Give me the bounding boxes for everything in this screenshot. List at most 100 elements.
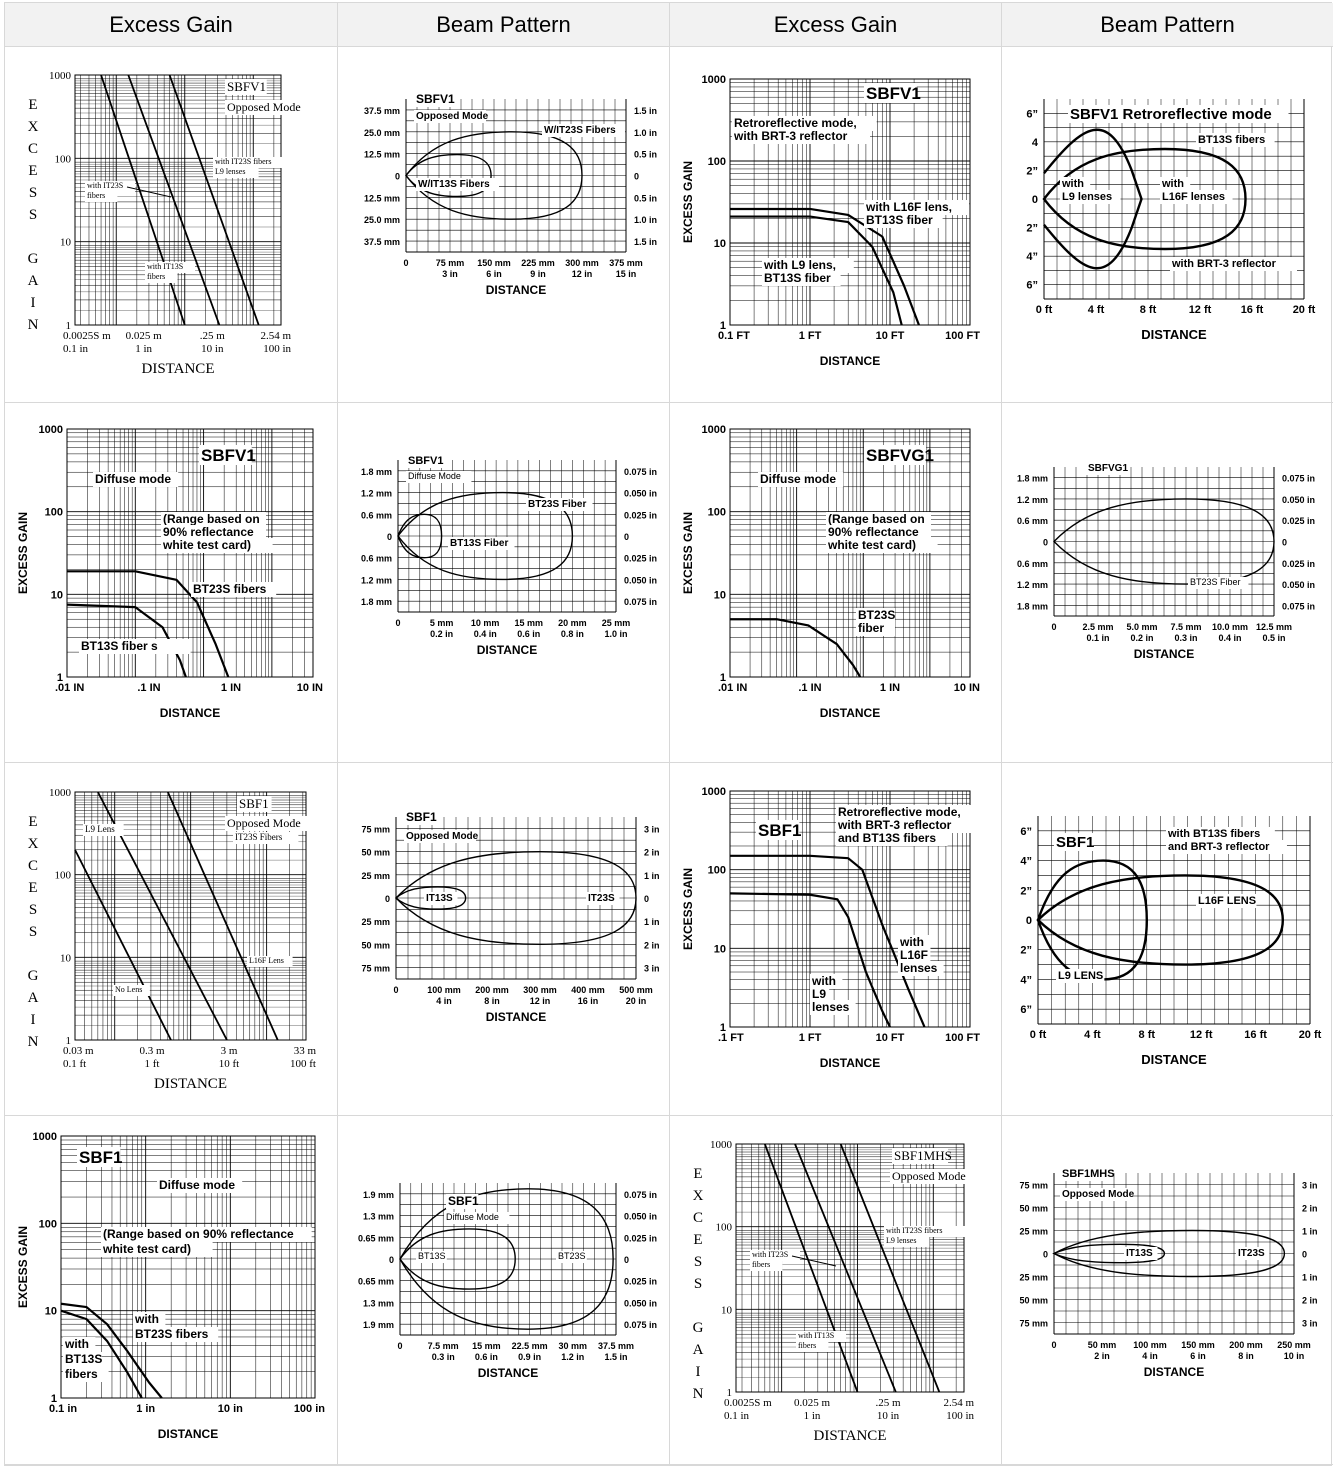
y-tick-label-left: 0 bbox=[389, 1255, 394, 1265]
x-tick-label-secondary: 0.3 in bbox=[1174, 633, 1197, 643]
label-bg bbox=[892, 1148, 949, 1164]
chart-label: L16F LENS bbox=[1198, 895, 1256, 907]
y-tick-label-right: 0.050 in bbox=[624, 1212, 657, 1222]
x-tick-label: 8 ft bbox=[1139, 1029, 1156, 1041]
x-tick-label-secondary: 1 ft bbox=[145, 1058, 160, 1070]
label-bg bbox=[732, 116, 877, 131]
series-line-0 bbox=[730, 618, 862, 678]
chart-label: BT13S fiber bbox=[764, 271, 831, 285]
label-bg bbox=[133, 1327, 219, 1342]
x-tick-label: 25 mm bbox=[602, 618, 631, 628]
label-bg bbox=[884, 1226, 965, 1237]
label-bg bbox=[836, 818, 974, 833]
y-axis-label-letter: A bbox=[28, 273, 39, 289]
chart-cell-r2c1: 75 mm 50 mm 25 mm 0 25 mm 50 mm 75 mm 3 in 2 in 1… bbox=[338, 763, 670, 1116]
y-axis-label-letter: I bbox=[31, 295, 36, 311]
y-tick-label-left: 4 bbox=[1032, 137, 1039, 149]
x-tick-label: 20 ft bbox=[1299, 1029, 1322, 1041]
chart-label: with bbox=[811, 974, 836, 988]
x-tick-label: 12 ft bbox=[1190, 1029, 1213, 1041]
label-bg bbox=[750, 1250, 800, 1261]
y-tick-label-left: 0 bbox=[1043, 538, 1048, 548]
y-tick-label-left: 6” bbox=[1026, 108, 1038, 120]
y-tick-label-left: 1.2 mm bbox=[361, 575, 392, 585]
chart-label: with BT13S fibers bbox=[1167, 828, 1260, 840]
label-bg bbox=[448, 537, 515, 550]
chart-label: fiber bbox=[858, 621, 884, 635]
chart-label: IT13S bbox=[1126, 1248, 1153, 1259]
x-axis-label: DISTANCE bbox=[1141, 327, 1207, 342]
gridlines bbox=[395, 817, 637, 979]
chart-label: 90% reflectance bbox=[163, 525, 254, 539]
x-tick-label: 2.54 m bbox=[943, 1397, 974, 1409]
y-tick-label-right: 1.5 in bbox=[634, 237, 657, 247]
y-tick-label-right: 0.075 in bbox=[624, 467, 657, 477]
label-bg bbox=[1188, 577, 1249, 589]
label-bg bbox=[556, 1251, 587, 1263]
y-tick-label-left: 1.8 mm bbox=[361, 467, 392, 477]
label-bg bbox=[1086, 462, 1125, 475]
chart-svg: 6” 4 2” 0 2” 4” 6” 0 ft 4 ft 8 ft 12 ft 16 ft 20 ft D… bbox=[1026, 99, 1316, 342]
chart-label: BT23S fibers bbox=[193, 582, 267, 596]
y-axis-label: EXCESS GAIN bbox=[16, 1226, 30, 1308]
y-tick-label-left: 25 mm bbox=[1019, 1227, 1048, 1237]
label-bg bbox=[836, 831, 948, 846]
y-tick-label: 10 bbox=[714, 589, 726, 601]
y-tick-label-left: 50 mm bbox=[1019, 1204, 1048, 1214]
label-bg bbox=[225, 816, 311, 831]
chart-label: fibers bbox=[147, 272, 165, 281]
x-tick-label: 30 mm bbox=[559, 1341, 588, 1351]
y-tick-label-right: 1 in bbox=[1302, 1227, 1318, 1237]
x-tick-label-secondary: 0.6 in bbox=[517, 629, 540, 639]
y-tick-label-left: 25 mm bbox=[361, 917, 390, 927]
chart-label: L9 lenses bbox=[215, 167, 245, 176]
beam-series-0 bbox=[405, 131, 583, 220]
plot-frame bbox=[66, 428, 314, 678]
x-tick-label: 0.3 m bbox=[139, 1045, 165, 1057]
y-tick-label-left: 6” bbox=[1020, 826, 1032, 838]
series-line-1 bbox=[60, 1309, 143, 1399]
label-bg bbox=[406, 454, 443, 468]
label-bg bbox=[101, 1242, 213, 1257]
y-axis-label-letter: E bbox=[28, 97, 37, 113]
chart-label: with IT23S fibers bbox=[215, 157, 271, 166]
label-bg bbox=[864, 83, 917, 103]
y-tick-label-left: 0.6 mm bbox=[1017, 516, 1048, 526]
chart-label: No Lens bbox=[115, 985, 142, 994]
chart-cell-r1c0: 1000 100 10 1.01 IN .1 IN 1 IN 10 IN DISTANCE EX… bbox=[5, 403, 338, 763]
label-bg bbox=[133, 1312, 166, 1327]
plot-frame bbox=[729, 78, 971, 326]
x-tick-label: 10 FT bbox=[876, 1032, 905, 1044]
chart-label: Opposed Mode bbox=[1062, 1189, 1135, 1200]
y-tick-label-right: 1.5 in bbox=[634, 106, 657, 116]
y-axis-label-letter: X bbox=[693, 1188, 704, 1204]
y-tick-label-left: 1.9 mm bbox=[363, 1320, 394, 1330]
y-tick-label-left: 4” bbox=[1020, 974, 1032, 986]
x-tick-label-secondary: 0.1 in bbox=[1086, 633, 1109, 643]
y-tick-label: 1 bbox=[51, 1393, 57, 1405]
x-tick-label: 500 mm bbox=[619, 985, 653, 995]
x-tick-label: 375 mm bbox=[609, 258, 643, 268]
chart-label: with IT23S bbox=[87, 181, 123, 190]
chart-label: IT23S bbox=[588, 893, 615, 904]
label-bg bbox=[63, 1352, 102, 1367]
y-tick-label-right: 0.025 in bbox=[624, 1277, 657, 1287]
y-tick-label-left: 0 bbox=[1043, 1250, 1048, 1260]
series-line-0 bbox=[67, 570, 230, 678]
chart-label: SBF1 bbox=[239, 796, 269, 811]
y-tick-label-right: 0 bbox=[1282, 538, 1287, 548]
x-tick-label: 12 ft bbox=[1189, 304, 1212, 316]
x-tick-label: 5.0 mm bbox=[1126, 622, 1157, 632]
chart-label: SBF1 bbox=[448, 1194, 479, 1208]
y-tick-label: 10 bbox=[721, 1304, 733, 1316]
chart-svg: 75 mm 50 mm 25 mm 0 25 mm 50 mm 75 mm 3 in 2 in 1… bbox=[361, 810, 660, 1024]
y-tick-label-left: 25.0 mm bbox=[364, 215, 400, 225]
y-tick-label: 10 bbox=[60, 237, 72, 249]
label-bg bbox=[864, 213, 943, 228]
chart-label: L16F Lens bbox=[249, 956, 284, 965]
chart-label: white test card) bbox=[827, 538, 916, 552]
label-bg bbox=[836, 805, 981, 820]
chart-label: SBFV1 bbox=[201, 446, 256, 465]
x-tick-label: 10 IN bbox=[297, 682, 323, 694]
